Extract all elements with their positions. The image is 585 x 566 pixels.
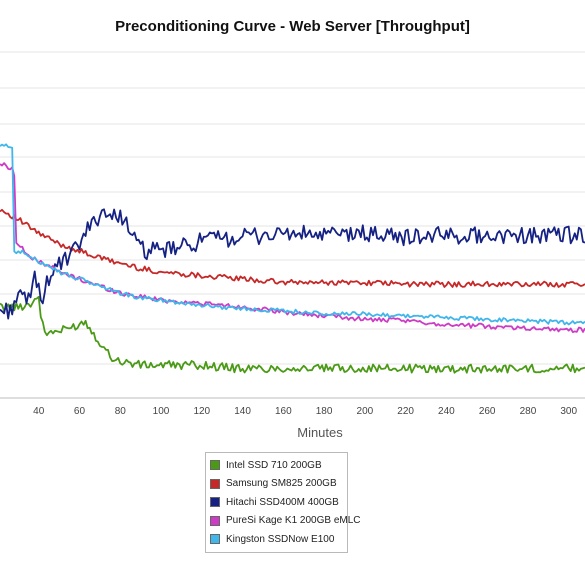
x-tick-label: 60	[74, 406, 86, 417]
legend-swatch	[210, 497, 220, 508]
x-tick-label: 260	[479, 406, 496, 417]
legend-item: Hitachi SSD400M 400GB	[210, 493, 343, 512]
legend-swatch	[210, 460, 220, 471]
x-tick-label: 200	[357, 406, 374, 417]
x-tick-label: 100	[153, 406, 170, 417]
x-tick-label: 220	[397, 406, 414, 417]
legend-swatch	[210, 478, 220, 489]
legend-label: Kingston SSDNow E100	[226, 533, 335, 545]
series-line-4	[0, 162, 585, 333]
legend-swatch	[210, 515, 220, 526]
legend-label: Hitachi SSD400M 400GB	[226, 496, 339, 508]
x-tick-label: 240	[438, 406, 455, 417]
x-tick-label: 180	[316, 406, 333, 417]
x-axis-label: Minutes	[297, 425, 343, 440]
legend-item: Samsung SM825 200GB	[210, 475, 343, 494]
legend-label: PureSi Kage K1 200GB eMLC	[226, 515, 361, 527]
grid-layer	[0, 51, 585, 399]
legend-item: PureSi Kage K1 200GB eMLC	[210, 512, 361, 531]
series-line-3	[0, 208, 585, 320]
x-tick-label: 40	[33, 406, 45, 417]
legend-item: Intel SSD 710 200GB	[210, 456, 343, 475]
series-line-2	[0, 208, 585, 288]
chart-title: Preconditioning Curve - Web Server [Thro…	[115, 18, 470, 35]
x-tick-label: 140	[234, 406, 251, 417]
x-tick-labels: 40 60 80 100 120 140 160 180 200 220 240 260 280 300	[33, 406, 577, 417]
x-tick-label: 80	[115, 406, 127, 417]
x-tick-label: 300	[560, 406, 577, 417]
x-tick-label: 280	[520, 406, 537, 417]
legend-label: Intel SSD 710 200GB	[226, 459, 322, 471]
series-line-1	[0, 295, 585, 374]
x-tick-label: 160	[275, 406, 292, 417]
series-line-5	[0, 143, 585, 326]
series-layer	[0, 143, 585, 374]
legend-label: Samsung SM825 200GB	[226, 478, 337, 490]
x-tick-label: 120	[193, 406, 210, 417]
legend: Intel SSD 710 200GB Samsung SM825 200GB Hi…	[205, 452, 361, 553]
legend-swatch	[210, 534, 220, 545]
legend-item: Kingston SSDNow E100	[210, 530, 343, 549]
